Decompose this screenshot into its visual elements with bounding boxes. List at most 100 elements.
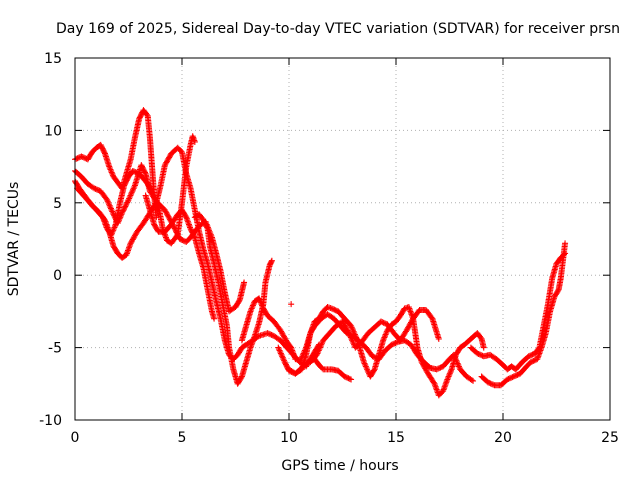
data-point — [152, 195, 159, 202]
data-point — [106, 163, 113, 170]
data-point — [268, 331, 275, 338]
data-point — [299, 351, 306, 358]
data-point — [404, 325, 411, 332]
data-point — [447, 369, 454, 376]
data-point — [453, 357, 460, 364]
data-point — [360, 359, 367, 366]
data-point — [383, 330, 390, 337]
data-point — [277, 350, 284, 357]
data-point — [279, 331, 286, 338]
data-point — [452, 354, 459, 361]
data-point — [150, 192, 157, 199]
data-point — [109, 208, 116, 215]
data-point — [278, 328, 285, 335]
data-point — [101, 149, 108, 156]
data-point — [104, 198, 111, 205]
data-point — [121, 206, 128, 213]
data-point — [191, 138, 198, 145]
y-axis-label: SDTVAR / TECUs — [6, 182, 22, 297]
data-point — [132, 169, 139, 176]
x-tick-label: 0 — [71, 430, 80, 446]
data-point — [470, 377, 477, 384]
data-point — [342, 374, 349, 381]
data-point — [164, 212, 171, 219]
data-point — [380, 337, 387, 344]
data-point — [350, 340, 357, 347]
x-tick-label: 15 — [387, 430, 405, 446]
data-point — [364, 367, 371, 374]
data-point — [130, 185, 137, 192]
data-point — [296, 359, 303, 366]
data-point — [73, 155, 80, 162]
data-point — [454, 360, 461, 367]
data-point — [345, 328, 352, 335]
data-point — [509, 374, 516, 381]
axis-ticks — [74, 57, 611, 421]
data-point — [279, 353, 286, 360]
data-point — [343, 326, 350, 333]
data-point — [444, 376, 451, 383]
data-point — [314, 350, 321, 357]
series-track-l — [275, 344, 355, 383]
data-point — [269, 332, 276, 339]
data-point — [278, 329, 285, 336]
data-point — [363, 364, 370, 371]
data-point — [560, 251, 567, 258]
x-tick-label: 10 — [280, 430, 298, 446]
data-point — [382, 331, 389, 338]
data-point — [341, 322, 348, 329]
data-point — [282, 336, 289, 343]
data-point — [292, 356, 299, 363]
data-point — [434, 365, 441, 372]
data-point — [250, 301, 257, 308]
data-point — [531, 357, 538, 364]
data-point — [149, 188, 156, 195]
data-point — [437, 364, 444, 371]
data-point — [265, 330, 272, 337]
x-tick-label: 5 — [178, 430, 187, 446]
y-tick-label: 15 — [44, 51, 62, 67]
data-point — [129, 186, 136, 193]
x-tick-label: 20 — [494, 430, 512, 446]
data-point — [315, 347, 322, 354]
data-point — [107, 204, 114, 211]
data-point — [346, 331, 353, 338]
data-point — [110, 227, 117, 234]
data-point — [302, 346, 309, 353]
data-point — [451, 353, 458, 360]
series-track-j — [478, 240, 569, 389]
data-point — [149, 189, 156, 196]
data-point — [301, 347, 308, 354]
data-point — [129, 167, 136, 174]
data-point — [348, 324, 355, 331]
data-point — [211, 315, 218, 322]
data-point — [165, 213, 172, 220]
data-point — [486, 379, 493, 386]
data-point — [276, 347, 283, 354]
data-point — [259, 302, 266, 309]
data-point — [288, 368, 295, 375]
data-point — [173, 232, 180, 239]
data-point — [317, 344, 324, 351]
data-point — [191, 233, 198, 240]
data-point — [343, 324, 350, 331]
data-point — [241, 279, 248, 286]
data-point — [111, 224, 118, 231]
data-point — [150, 191, 157, 198]
data-point — [554, 287, 561, 294]
data-point — [256, 295, 263, 302]
data-point — [340, 319, 347, 326]
series-track-d — [74, 133, 198, 247]
data-point — [505, 375, 512, 382]
data-point — [74, 155, 81, 162]
data-point — [177, 148, 184, 155]
data-point — [381, 334, 388, 341]
data-point — [129, 236, 136, 243]
data-point — [105, 199, 112, 206]
data-point — [406, 322, 413, 329]
data-point — [405, 324, 412, 331]
data-point — [89, 184, 96, 191]
data-point — [108, 231, 115, 238]
data-point — [106, 202, 113, 209]
